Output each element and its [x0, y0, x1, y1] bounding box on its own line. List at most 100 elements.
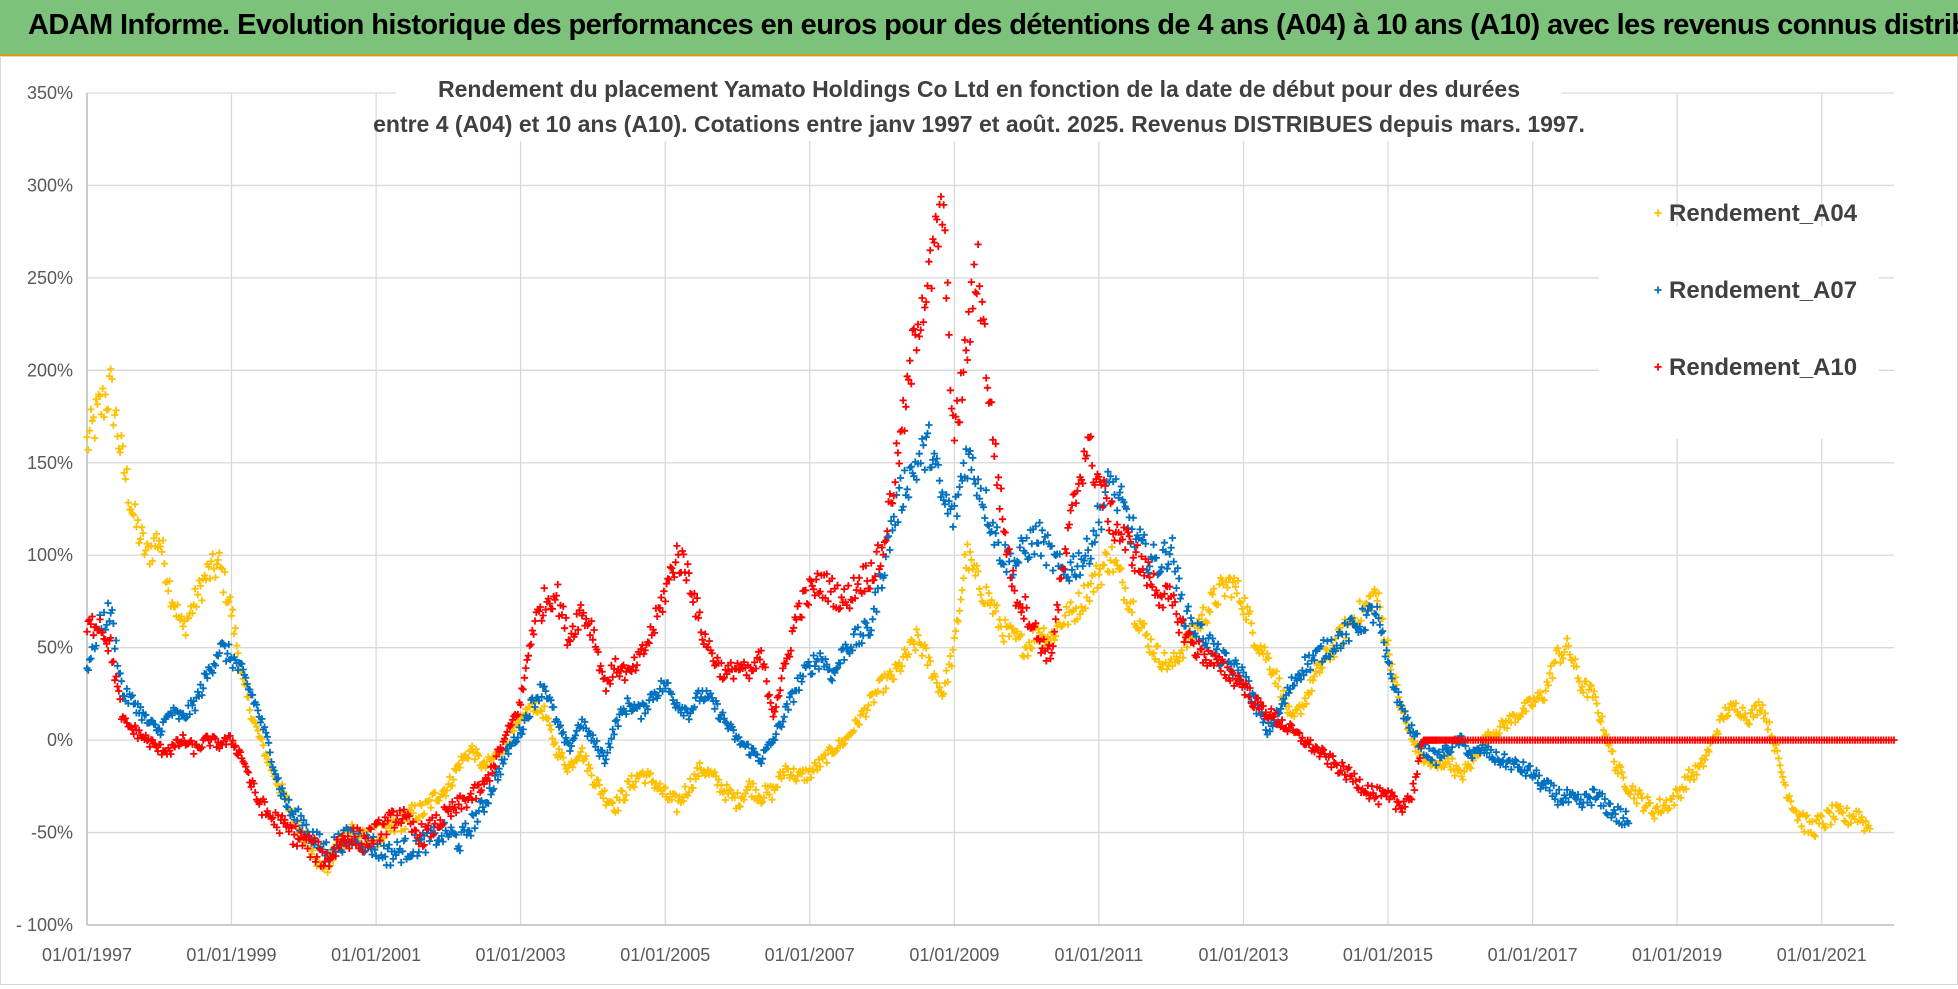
data-point [711, 705, 719, 713]
data-point [729, 726, 738, 734]
legend-label: Rendement_A10 [1669, 354, 1857, 381]
data-point [480, 758, 488, 766]
data-point [1113, 561, 1121, 569]
data-point [1323, 637, 1331, 645]
data-point [977, 484, 985, 492]
data-point [940, 690, 948, 698]
data-point [831, 669, 839, 677]
data-point [1257, 698, 1265, 706]
data-point [1397, 701, 1405, 709]
data-point [415, 813, 423, 821]
data-point [487, 790, 495, 799]
data-point [136, 535, 145, 543]
data-point [199, 684, 207, 692]
data-point [867, 559, 875, 567]
data-point [760, 794, 768, 802]
data-point [1633, 799, 1641, 807]
data-point [672, 558, 680, 566]
data-point [1023, 604, 1031, 612]
data-point [632, 666, 640, 674]
data-point [389, 808, 397, 816]
data-point [1222, 649, 1230, 657]
data-point [1182, 622, 1190, 630]
data-point [1388, 674, 1396, 683]
data-point [1140, 620, 1148, 628]
data-point [574, 626, 582, 634]
data-point [887, 517, 895, 525]
data-point [558, 749, 566, 757]
data-point [1773, 747, 1781, 755]
data-point [548, 734, 556, 742]
data-point [448, 798, 456, 806]
data-point [536, 603, 544, 611]
data-point [1397, 804, 1405, 812]
data-point [949, 646, 957, 654]
data-point [969, 565, 977, 573]
data-point [1223, 583, 1231, 592]
data-point [417, 820, 426, 828]
data-point [930, 450, 938, 458]
data-point [351, 833, 359, 841]
data-point [878, 584, 886, 592]
data-point [201, 571, 209, 579]
data-point [174, 601, 182, 609]
data-point [273, 823, 281, 831]
data-point [294, 818, 302, 826]
data-point [936, 477, 944, 485]
data-point [87, 654, 95, 663]
data-point [993, 523, 1001, 531]
data-point [607, 798, 615, 806]
data-point [242, 681, 250, 689]
data-point [87, 405, 95, 413]
data-point [969, 305, 977, 313]
data-point [1334, 631, 1342, 640]
data-point [1448, 743, 1456, 751]
data-point [1371, 610, 1379, 618]
data-point [823, 759, 831, 767]
data-point [146, 743, 154, 751]
data-point [1529, 702, 1537, 710]
data-point [877, 674, 885, 683]
data-point [903, 485, 911, 493]
data-point [1779, 773, 1787, 781]
data-point [1326, 653, 1334, 661]
data-point [1753, 711, 1761, 719]
data-point [630, 653, 638, 661]
data-point [179, 622, 187, 630]
data-point [496, 770, 505, 778]
data-point [1013, 557, 1021, 565]
data-point [345, 844, 353, 852]
data-point [901, 427, 909, 435]
data-point [1117, 482, 1125, 491]
data-point [517, 701, 525, 709]
data-point [1425, 744, 1433, 753]
data-point [121, 714, 130, 722]
data-point [701, 630, 709, 638]
data-point [1794, 816, 1802, 824]
data-point [1606, 800, 1614, 808]
series-rendement-a10 [83, 193, 1898, 870]
data-point [1618, 768, 1626, 776]
data-point [946, 652, 954, 660]
y-tick-label: 300% [27, 175, 73, 195]
data-point [111, 676, 119, 684]
data-point [1262, 708, 1270, 716]
data-point [745, 777, 753, 786]
data-point [933, 679, 941, 687]
y-tick-label: 100% [27, 545, 73, 565]
data-point [1281, 699, 1289, 707]
data-point [356, 826, 364, 834]
data-point [432, 841, 440, 849]
data-point [1781, 781, 1789, 789]
data-point [322, 849, 330, 857]
data-point [369, 839, 377, 847]
data-point [824, 597, 832, 605]
data-point [1342, 630, 1350, 638]
data-point [601, 759, 609, 767]
data-point [803, 600, 811, 608]
data-point [522, 664, 530, 672]
data-point [917, 326, 925, 334]
data-point [645, 770, 653, 778]
data-point [100, 608, 108, 617]
data-point [473, 818, 482, 826]
